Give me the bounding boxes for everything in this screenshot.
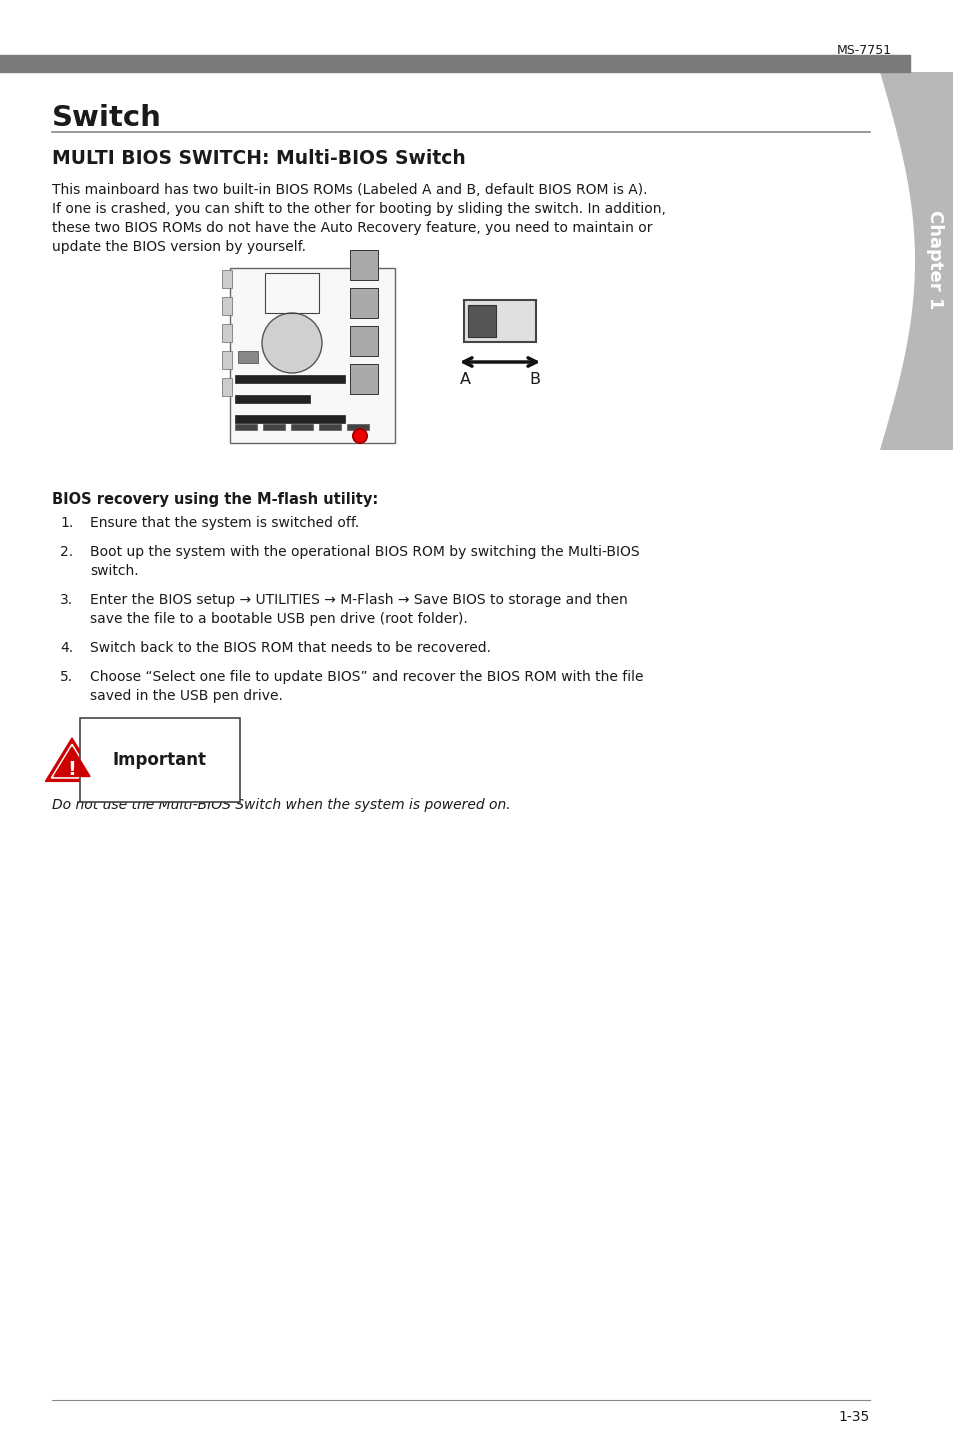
Polygon shape [879, 72, 953, 450]
Text: Ensure that the system is switched off.: Ensure that the system is switched off. [90, 516, 359, 530]
Bar [350, 251, 377, 281]
Text: If one is crashed, you can shift to the other for booting by sliding the switch.: If one is crashed, you can shift to the … [52, 202, 665, 216]
Bar [234, 395, 310, 402]
Text: Choose “Select one file to update BIOS” and recover the BIOS ROM with the file: Choose “Select one file to update BIOS” … [90, 670, 643, 684]
Text: Important: Important [112, 750, 207, 769]
Circle shape [353, 430, 367, 442]
Bar [237, 351, 257, 362]
Text: 1-35: 1-35 [838, 1411, 869, 1423]
Text: 4.: 4. [60, 642, 73, 654]
Bar [463, 299, 536, 342]
Bar [265, 274, 318, 314]
Polygon shape [54, 748, 90, 776]
Bar [350, 364, 377, 394]
Bar [0, 54, 909, 72]
Bar [350, 288, 377, 318]
Text: BIOS recovery using the M-flash utility:: BIOS recovery using the M-flash utility: [52, 493, 377, 507]
Bar [291, 424, 313, 430]
Bar [222, 351, 232, 369]
Text: Do not use the Multi-BIOS Switch when the system is powered on.: Do not use the Multi-BIOS Switch when th… [52, 798, 510, 812]
Bar [222, 378, 232, 397]
Text: !: ! [68, 760, 76, 779]
Bar [234, 424, 256, 430]
Text: 5.: 5. [60, 670, 73, 684]
Text: Switch: Switch [52, 105, 162, 132]
Bar [318, 424, 340, 430]
Text: saved in the USB pen drive.: saved in the USB pen drive. [90, 689, 283, 703]
Text: A: A [459, 372, 470, 388]
Bar [468, 305, 496, 337]
Text: Boot up the system with the operational BIOS ROM by switching the Multi-BIOS: Boot up the system with the operational … [90, 546, 639, 558]
Text: Switch back to the BIOS ROM that needs to be recovered.: Switch back to the BIOS ROM that needs t… [90, 642, 491, 654]
Bar [347, 424, 369, 430]
Text: MULTI BIOS SWITCH: Multi-BIOS Switch: MULTI BIOS SWITCH: Multi-BIOS Switch [52, 149, 465, 168]
Text: save the file to a bootable USB pen drive (root folder).: save the file to a bootable USB pen driv… [90, 611, 467, 626]
Bar [222, 296, 232, 315]
Circle shape [262, 314, 322, 372]
Bar [234, 375, 345, 382]
Bar [350, 326, 377, 357]
Bar [234, 415, 345, 422]
Text: 1.: 1. [60, 516, 73, 530]
Text: these two BIOS ROMs do not have the Auto Recovery feature, you need to maintain : these two BIOS ROMs do not have the Auto… [52, 221, 652, 235]
Polygon shape [46, 737, 98, 782]
Text: This mainboard has two built-in BIOS ROMs (Labeled A and B, default BIOS ROM is : This mainboard has two built-in BIOS ROM… [52, 183, 647, 198]
Text: switch.: switch. [90, 564, 138, 579]
Polygon shape [51, 745, 92, 778]
Text: 2.: 2. [60, 546, 73, 558]
Text: Chapter 1: Chapter 1 [925, 211, 943, 309]
Bar [222, 271, 232, 288]
Bar [263, 424, 285, 430]
Text: update the BIOS version by yourself.: update the BIOS version by yourself. [52, 241, 306, 253]
Text: B: B [529, 372, 540, 388]
Bar [222, 324, 232, 342]
Text: Enter the BIOS setup → UTILITIES → M-Flash → Save BIOS to storage and then: Enter the BIOS setup → UTILITIES → M-Fla… [90, 593, 627, 607]
Bar [230, 268, 395, 442]
Text: MS-7751: MS-7751 [836, 43, 891, 56]
Text: 3.: 3. [60, 593, 73, 607]
